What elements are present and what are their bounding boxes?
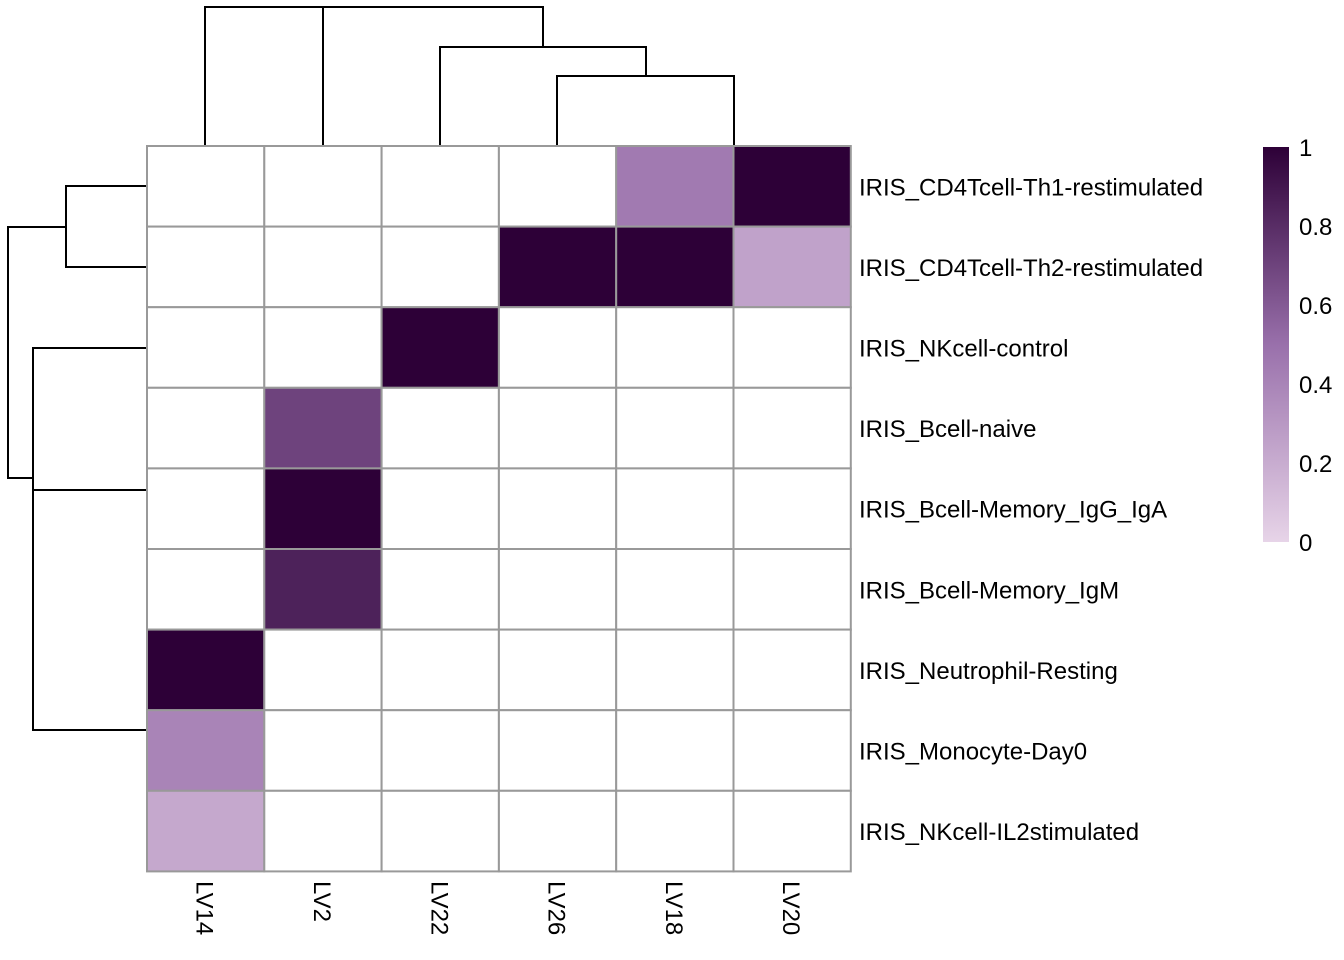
legend-tick-label: 1 [1299, 135, 1312, 162]
heatmap-cell [380, 386, 500, 470]
legend-color-bar [1263, 147, 1289, 542]
heatmap-cell [380, 467, 500, 550]
heatmap-cell [497, 789, 618, 873]
heatmap-cell [615, 628, 735, 712]
heatmap-cell [615, 709, 735, 792]
heatmap-cell [732, 709, 852, 792]
heatmap-cell [146, 709, 266, 792]
heatmap-cell [497, 145, 618, 228]
row-dendrogram [7, 185, 147, 731]
heatmap-cell [263, 709, 383, 792]
column-label: LV18 [660, 881, 687, 935]
legend-tick-label: 0 [1299, 530, 1312, 557]
heatmap-cell [146, 467, 266, 550]
column-label: LV2 [308, 881, 335, 922]
heatmap-cell [263, 789, 383, 873]
heatmap-cell [497, 225, 618, 309]
heatmap-cell [615, 145, 735, 228]
heatmap-cell [732, 548, 852, 631]
heatmap-cell [263, 628, 383, 712]
heatmap-cell [732, 225, 852, 309]
heatmap-cell [146, 548, 266, 631]
heatmap-cell [732, 628, 852, 712]
column-label: LV26 [543, 881, 570, 935]
heatmap-cell [732, 789, 852, 873]
heatmap-cell [380, 145, 500, 228]
heatmap-cell [146, 306, 266, 389]
heatmap-cell [380, 306, 500, 389]
column-dendrogram [204, 6, 735, 146]
heatmap-cell [146, 789, 266, 873]
heatmap-cell [380, 789, 500, 873]
heatmap-cell [615, 548, 735, 631]
heatmap-cell [615, 467, 735, 550]
heatmap-cell [380, 709, 500, 792]
heatmap-cell [146, 225, 266, 309]
column-labels: LV14 LV2 LV22 LV26 LV18 LV20 [191, 881, 805, 935]
heatmap-cell [732, 386, 852, 470]
heatmap-cell [380, 548, 500, 631]
heatmap-cell [497, 548, 618, 631]
heatmap-cell [263, 548, 383, 631]
heatmap-cell [263, 467, 383, 550]
row-label: IRIS_Bcell-Memory_IgG_IgA [859, 497, 1167, 524]
legend-tick-label: 0.8 [1299, 214, 1332, 241]
heatmap-cell [263, 225, 383, 309]
row-label: IRIS_Neutrophil-Resting [859, 658, 1118, 685]
row-label: IRIS_CD4Tcell-Th1-restimulated [859, 174, 1203, 201]
column-label: LV22 [425, 881, 452, 935]
heatmap-cells [146, 145, 852, 873]
heatmap-cell [615, 306, 735, 389]
heatmap-cell [615, 386, 735, 470]
row-label: IRIS_CD4Tcell-Th2-restimulated [859, 255, 1203, 282]
heatmap-cell [497, 467, 618, 550]
heatmap-cell [497, 709, 618, 792]
row-label: IRIS_NKcell-IL2stimulated [859, 819, 1139, 846]
heatmap-cell [497, 386, 618, 470]
heatmap-cell [263, 145, 383, 228]
heatmap-cell [615, 789, 735, 873]
color-legend: 0 0.2 0.4 0.6 0.8 1 [1263, 135, 1332, 557]
row-label: IRIS_Bcell-Memory_IgM [859, 577, 1119, 604]
legend-tick-label: 0.2 [1299, 451, 1332, 478]
heatmap-cell [732, 145, 852, 228]
heatmap-cell [732, 306, 852, 389]
row-label: IRIS_NKcell-control [859, 336, 1068, 363]
heatmap-cell [146, 386, 266, 470]
heatmap-cell [497, 306, 618, 389]
heatmap-cell [615, 225, 735, 309]
column-label: LV14 [191, 881, 218, 935]
row-label: IRIS_Monocyte-Day0 [859, 739, 1087, 766]
row-label: IRIS_Bcell-naive [859, 416, 1036, 443]
legend-tick-label: 0.6 [1299, 293, 1332, 320]
heatmap-cell [263, 386, 383, 470]
heatmap-cell [732, 467, 852, 550]
legend-tick-label: 0.4 [1299, 372, 1332, 399]
heatmap-cell [497, 628, 618, 712]
heatmap-cell [146, 628, 266, 712]
heatmap-cell [380, 628, 500, 712]
heatmap-cell [380, 225, 500, 309]
heatmap-cell [146, 145, 266, 228]
column-label: LV20 [777, 881, 804, 935]
row-labels: IRIS_CD4Tcell-Th1-restimulated IRIS_CD4Tc… [859, 174, 1203, 846]
heatmap-cell [263, 306, 383, 389]
